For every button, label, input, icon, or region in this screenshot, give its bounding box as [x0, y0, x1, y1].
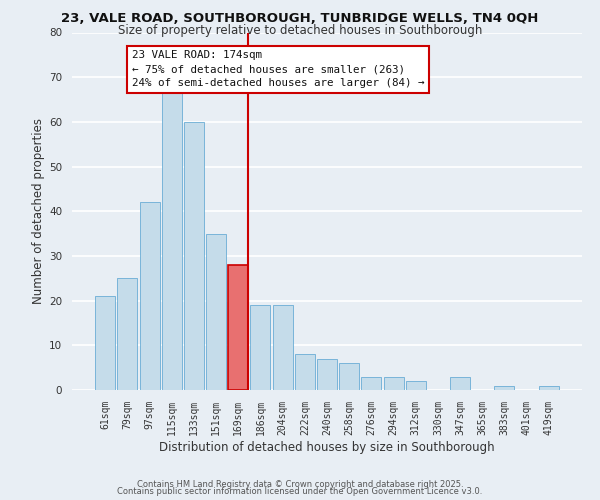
- Bar: [140, 202, 160, 390]
- Bar: [162, 90, 182, 390]
- Bar: [250, 305, 271, 390]
- Bar: [494, 386, 514, 390]
- Bar: [361, 376, 382, 390]
- Text: Contains HM Land Registry data © Crown copyright and database right 2025.: Contains HM Land Registry data © Crown c…: [137, 480, 463, 489]
- Bar: [228, 265, 248, 390]
- Bar: [317, 358, 337, 390]
- Bar: [450, 376, 470, 390]
- Bar: [406, 381, 426, 390]
- Bar: [95, 296, 115, 390]
- Bar: [206, 234, 226, 390]
- Text: 23, VALE ROAD, SOUTHBOROUGH, TUNBRIDGE WELLS, TN4 0QH: 23, VALE ROAD, SOUTHBOROUGH, TUNBRIDGE W…: [61, 12, 539, 26]
- X-axis label: Distribution of detached houses by size in Southborough: Distribution of detached houses by size …: [159, 440, 495, 454]
- Bar: [539, 386, 559, 390]
- Bar: [295, 354, 315, 390]
- Bar: [118, 278, 137, 390]
- Text: Contains public sector information licensed under the Open Government Licence v3: Contains public sector information licen…: [118, 487, 482, 496]
- Bar: [339, 363, 359, 390]
- Text: Size of property relative to detached houses in Southborough: Size of property relative to detached ho…: [118, 24, 482, 37]
- Bar: [184, 122, 204, 390]
- Bar: [272, 305, 293, 390]
- Bar: [383, 376, 404, 390]
- Text: 23 VALE ROAD: 174sqm
← 75% of detached houses are smaller (263)
24% of semi-deta: 23 VALE ROAD: 174sqm ← 75% of detached h…: [132, 50, 424, 88]
- Y-axis label: Number of detached properties: Number of detached properties: [32, 118, 45, 304]
